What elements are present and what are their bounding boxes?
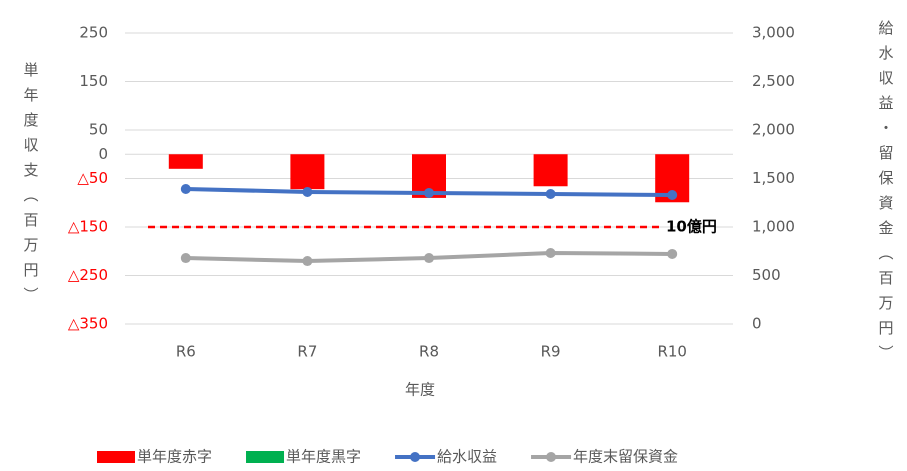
point [424, 187, 434, 198]
y-tick-label: △350 [68, 315, 108, 333]
x-tick-label: R10 [657, 343, 687, 361]
legend-swatch [97, 451, 135, 463]
bar [290, 154, 325, 190]
y2-axis-title: 給水収益・留保資金（百万円） [877, 20, 895, 370]
y-tick-label: 50 [89, 121, 108, 139]
y-tick-label: 150 [79, 72, 108, 90]
point [302, 186, 313, 197]
y2-tick-label: 1,500 [752, 169, 795, 187]
reference-label: 10億円 [666, 218, 717, 236]
x-axis-title: 年度 [405, 381, 435, 399]
y-axis-title: 単年度収支（百万円） [22, 62, 40, 312]
legend-label: 年度末留保資金 [573, 448, 678, 466]
point [545, 247, 556, 258]
point [545, 189, 556, 200]
legend-label: 給水収益 [437, 448, 497, 466]
x-tick-label: R9 [541, 343, 561, 361]
point [667, 248, 678, 259]
legend-swatch [546, 452, 557, 462]
bar [533, 154, 568, 187]
point [667, 189, 678, 200]
y-tick-label: △150 [68, 218, 108, 236]
y2-tick-label: 3,000 [752, 24, 795, 42]
point [302, 256, 313, 267]
legend-label: 単年度赤字 [137, 448, 212, 466]
x-tick-label: R6 [176, 343, 196, 361]
legend-swatch [246, 451, 285, 463]
y-tick-label: 0 [98, 145, 108, 163]
y2-tick-label: 2,500 [752, 72, 795, 90]
bar [168, 154, 203, 169]
y-tick-label: 250 [79, 24, 108, 42]
y-tick-label: △250 [68, 266, 108, 284]
point [424, 253, 434, 264]
y2-tick-label: 500 [752, 266, 781, 284]
y2-tick-label: 1,000 [752, 218, 795, 236]
y2-tick-label: 0 [752, 315, 762, 333]
point [180, 253, 191, 264]
y2-tick-label: 2,000 [752, 121, 795, 139]
y-tick-label: △50 [77, 169, 108, 187]
legend-label: 単年度黒字 [286, 448, 361, 466]
point [180, 183, 191, 194]
legend-swatch [410, 452, 421, 462]
x-tick-label: R8 [419, 343, 439, 361]
x-tick-label: R7 [297, 343, 317, 361]
